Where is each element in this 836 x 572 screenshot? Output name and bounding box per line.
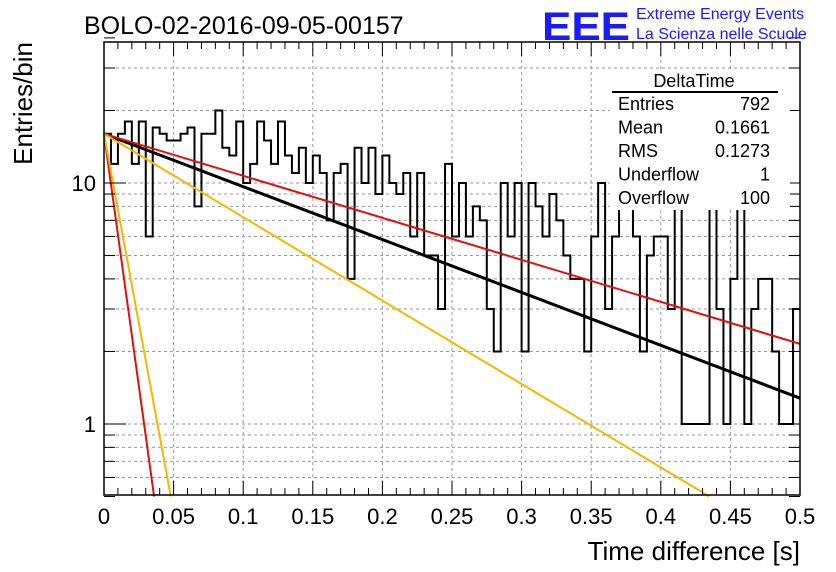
x-tick-label: 0.4: [646, 504, 677, 529]
stats-rows: Entries 792 Mean 0.1661 RMS 0.1273 Underflow 1 O…: [618, 94, 770, 208]
eee-logo-mark: EEE: [542, 5, 630, 49]
x-tick-label: 0.5: [785, 504, 816, 529]
y-axis-ticks: 1 10: [72, 37, 800, 498]
stats-row-label: RMS: [618, 141, 658, 161]
fit-line: [103, 132, 711, 498]
x-tick-label: 0.15: [291, 504, 334, 529]
x-tick-label: 0.25: [431, 504, 474, 529]
stats-row-label: Overflow: [618, 188, 690, 208]
stats-row-value: 0.1273: [715, 141, 770, 161]
x-tick-label: 0.3: [506, 504, 537, 529]
stats-row-label: Underflow: [618, 165, 700, 185]
stats-row-label: Mean: [618, 118, 663, 138]
fit-line: [103, 132, 801, 345]
fit-line: [103, 132, 801, 400]
stats-row-value: 0.1661: [715, 118, 770, 138]
x-tick-label: 0.2: [367, 504, 398, 529]
stats-box-background: [610, 70, 790, 210]
stats-box: DeltaTime Entries 792 Mean 0.1661 RMS 0.1273 U…: [610, 70, 790, 210]
stats-row-value: 792: [740, 94, 770, 114]
x-tick-label: 0.35: [570, 504, 613, 529]
stats-row-value: 1: [760, 165, 770, 185]
stats-row-value: 100: [740, 188, 770, 208]
eee-logo-line1: Extreme Energy Events: [636, 6, 804, 23]
y-tick-label: 10: [72, 171, 96, 196]
x-tick-label: 0.05: [152, 504, 195, 529]
eee-logo: EEE Extreme Energy Events La Scienza nel…: [542, 5, 807, 49]
eee-logo-line2: La Scienza nelle Scuole: [636, 26, 807, 43]
y-axis-label: Entries/bin: [8, 42, 38, 165]
x-tick-label: 0.1: [228, 504, 259, 529]
stats-box-title: DeltaTime: [653, 71, 734, 91]
fit-line: [103, 133, 172, 497]
x-axis-label: Time difference [s]: [588, 536, 800, 566]
x-axis-ticks: 0 0.05 0.1 0.15 0.2 0.25 0.3 0.35 0.4 0.45 0.5: [98, 42, 815, 529]
y-tick-label: 1: [84, 412, 96, 437]
x-tick-label: 0: [98, 504, 110, 529]
chart-title: BOLO-02-2016-09-05-00157: [84, 12, 404, 40]
stats-row-label: Entries: [618, 94, 674, 114]
x-tick-label: 0.45: [709, 504, 752, 529]
